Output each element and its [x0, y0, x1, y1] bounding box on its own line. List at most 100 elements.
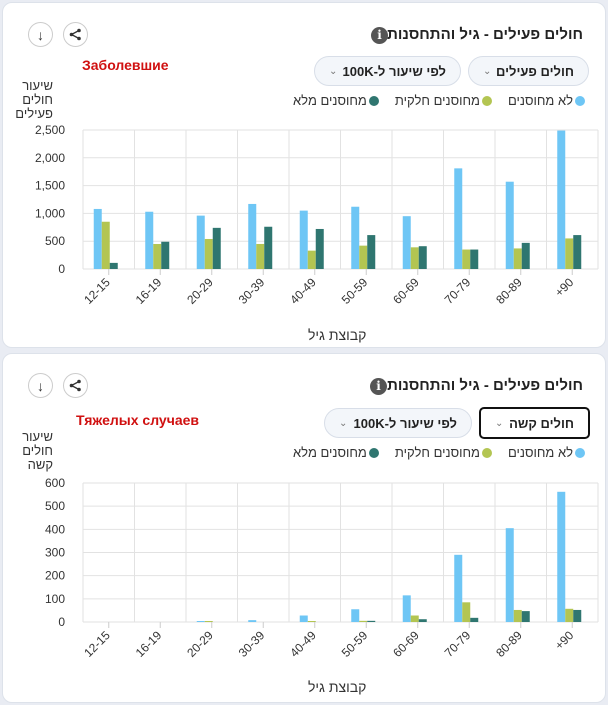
bar-80-89-series-0[interactable]: [505, 181, 514, 269]
x-tick-label: 40-49: [287, 275, 319, 307]
bar-70-79-series-1[interactable]: [462, 249, 471, 269]
bar-50-59-series-0[interactable]: [351, 206, 360, 269]
metric-dropdown[interactable]: חולים קשה ⌄: [479, 407, 590, 439]
bar-16-19-series-1[interactable]: [153, 243, 162, 269]
bar-16-19-series-2[interactable]: [161, 241, 170, 269]
legend-dot: [368, 95, 379, 106]
bar-30-39-series-0[interactable]: [248, 203, 257, 269]
bar-80-89-series-0[interactable]: [505, 528, 514, 622]
bar-30-39-series-0[interactable]: [248, 620, 257, 622]
bar-60-69-series-0[interactable]: [402, 595, 411, 622]
chevron-down-icon: ⌄: [339, 417, 348, 429]
download-button[interactable]: ↓: [28, 22, 53, 47]
bar-30-39-series-2[interactable]: [264, 226, 273, 269]
bar-50-59-series-0[interactable]: [351, 609, 360, 622]
bar-20-29-series-1[interactable]: [204, 238, 213, 269]
legend-item-full[interactable]: מחוסנים מלא: [293, 93, 379, 108]
bar-chart-severe-cases: 0 100 200 300 400 500 600 12-15 16-19 20-29 30-39 4…: [45, 476, 599, 660]
bar-12-15-series-0[interactable]: [93, 208, 102, 269]
x-tick-label: +90: [552, 275, 577, 300]
legend-label: לא מחוסנים: [507, 93, 573, 108]
metric-dropdown[interactable]: חולים פעילים ⌄: [468, 56, 589, 86]
y-axis-title-line: חולים: [22, 92, 53, 107]
bar-40-49-series-0[interactable]: [299, 210, 308, 269]
x-tick-label: 16-19: [133, 628, 165, 660]
chevron-down-icon: ⌄: [329, 65, 338, 77]
bar-40-49-series-2[interactable]: [315, 228, 324, 269]
bar-80-89-series-1[interactable]: [513, 248, 522, 269]
bar-70-79-series-0[interactable]: [454, 168, 463, 269]
bar-+90-series-0[interactable]: [557, 130, 566, 269]
bar-12-15-series-1[interactable]: [101, 221, 110, 269]
legend-item-full[interactable]: מחוסנים מלא: [293, 445, 379, 460]
y-tick-label: 200: [45, 569, 65, 583]
bar-60-69-series-0[interactable]: [402, 216, 411, 269]
bar-50-59-series-1[interactable]: [359, 245, 368, 269]
bar-50-59-series-2[interactable]: [367, 620, 376, 622]
bar-50-59-series-2[interactable]: [367, 235, 376, 269]
bar-+90-series-1[interactable]: [565, 608, 574, 622]
info-icon[interactable]: i: [371, 27, 388, 44]
bar-20-29-series-1[interactable]: [204, 621, 213, 622]
bar-chart-active-cases: 0 500 1,000 1,500 2,000 2,500 12-15 16-19 20-29 3…: [35, 123, 599, 307]
bar-12-15-series-2[interactable]: [109, 262, 118, 269]
download-icon: ↓: [37, 377, 44, 394]
chart-card-active-cases: ↓ חולים פעילים - גיל והתחסנות i Заболевш…: [2, 2, 606, 348]
legend-dot: [575, 447, 585, 458]
legend-item-partial[interactable]: מחוסנים חלקית: [395, 93, 492, 108]
y-tick-label: 300: [45, 546, 65, 560]
rate-dropdown[interactable]: לפי שיעור ל-100K ⌄: [324, 408, 472, 438]
y-tick-label: 100: [45, 592, 65, 606]
bar-40-49-series-1[interactable]: [307, 621, 316, 622]
y-tick-label: 400: [45, 522, 65, 536]
x-tick-label: 40-49: [287, 628, 319, 660]
bar-50-59-series-1[interactable]: [359, 620, 368, 622]
bar-60-69-series-1[interactable]: [410, 615, 419, 622]
x-axis-title: קבוצת גיל: [308, 327, 367, 343]
legend-item-unvaccinated[interactable]: לא מחוסנים: [508, 445, 585, 460]
legend-item-unvaccinated[interactable]: לא מחוסנים: [508, 93, 585, 108]
bar-80-89-series-2[interactable]: [521, 242, 530, 269]
bar-+90-series-2[interactable]: [573, 609, 582, 622]
y-tick-label: 2,500: [35, 123, 65, 137]
bar-+90-series-2[interactable]: [573, 235, 582, 269]
share-button[interactable]: [63, 22, 88, 47]
bar-40-49-series-0[interactable]: [299, 615, 308, 622]
bar-20-29-series-0[interactable]: [196, 215, 205, 269]
bar-+90-series-1[interactable]: [565, 238, 574, 269]
bar-60-69-series-1[interactable]: [410, 247, 419, 269]
legend-dot: [481, 95, 492, 106]
legend-dot: [481, 447, 492, 458]
bar-16-19-series-0[interactable]: [145, 211, 154, 269]
bar-70-79-series-2[interactable]: [470, 617, 479, 622]
legend-dot: [368, 447, 379, 458]
y-tick-label: 500: [45, 499, 65, 513]
x-tick-label: 20-29: [184, 628, 216, 660]
bar-70-79-series-2[interactable]: [470, 249, 479, 269]
legend-item-partial[interactable]: מחוסנים חלקית: [395, 445, 492, 460]
info-icon[interactable]: i: [370, 378, 387, 395]
bar-60-69-series-2[interactable]: [418, 246, 427, 269]
bar-20-29-series-2[interactable]: [212, 227, 221, 269]
x-tick-label: 12-15: [81, 628, 113, 660]
bar-40-49-series-1[interactable]: [307, 250, 316, 269]
x-tick-label: 12-15: [81, 275, 113, 307]
bar-30-39-series-1[interactable]: [256, 243, 265, 269]
metric-dropdown-value: חולים פעילים: [496, 63, 574, 79]
rate-dropdown[interactable]: לפי שיעור ל-100K ⌄: [314, 56, 461, 86]
share-button[interactable]: [63, 373, 88, 398]
y-tick-label: 1,500: [35, 179, 65, 193]
bar-70-79-series-0[interactable]: [454, 554, 463, 622]
bar-+90-series-0[interactable]: [557, 491, 566, 622]
chart-title: חולים פעילים - גיל והתחסנות: [387, 377, 583, 394]
chevron-down-icon: ⌄: [495, 417, 504, 429]
bar-70-79-series-1[interactable]: [462, 602, 471, 622]
bar-60-69-series-2[interactable]: [418, 619, 427, 622]
bar-80-89-series-2[interactable]: [521, 611, 530, 622]
bar-20-29-series-0[interactable]: [196, 621, 205, 622]
metric-dropdown-value: חולים קשה: [509, 415, 574, 431]
bar-80-89-series-1[interactable]: [513, 609, 522, 622]
download-button[interactable]: ↓: [28, 373, 53, 398]
y-axis-title: שיעור חולים קשה: [13, 430, 53, 472]
y-tick-label: 0: [58, 262, 65, 276]
